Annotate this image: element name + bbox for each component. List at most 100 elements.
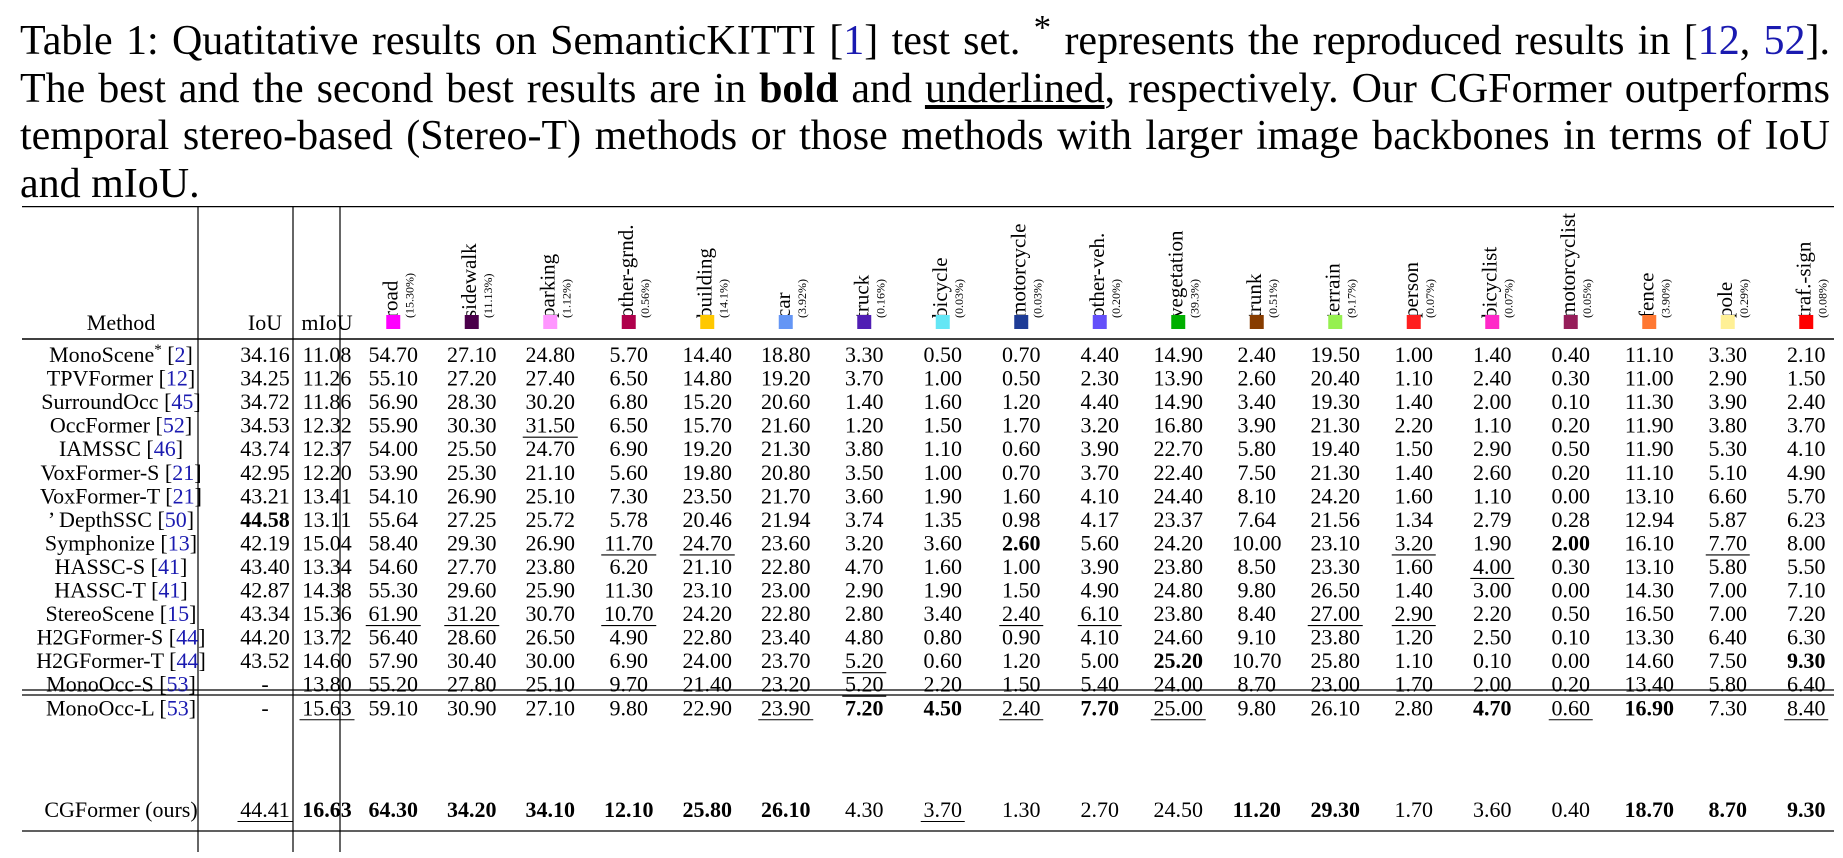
class-frequency: (0.03%) [1030,279,1044,318]
class-iou-value: 2.90 [1395,601,1434,626]
citation-link[interactable]: 44 [176,625,198,650]
class-iou-value: 19.30 [1311,389,1361,414]
class-iou-value: 21.94 [761,507,811,532]
class-iou-value: 11.30 [1625,389,1674,414]
class-iou-value: 0.70 [1002,342,1041,367]
class-iou-value: 21.60 [761,413,811,438]
citation-link[interactable]: 15 [167,601,189,626]
method-name: MonoOcc-L [53] [46,695,196,720]
class-iou-value: 23.50 [683,483,733,508]
class-iou-value: 14.30 [1625,578,1675,603]
method-label: H2GFormer-T [36,648,164,673]
class-color-swatch [621,315,636,329]
class-frequency: (0.08%) [1815,279,1829,318]
class-iou-value: 1.90 [924,483,963,508]
class-iou-value: 27.10 [526,695,576,720]
class-header-terrain: terrain [1320,263,1344,318]
citation-link[interactable]: 21 [173,483,195,508]
class-iou-value: 7.50 [1709,648,1748,673]
caption-text: , respectively. Our CGFormer outperforms… [20,65,1830,207]
class-iou-value: 9.10 [1238,625,1277,650]
class-iou-value: 25.50 [447,436,497,461]
citation-link[interactable]: 50 [165,507,187,532]
class-iou-value: 22.80 [683,625,733,650]
citation-link[interactable]: 45 [171,389,193,414]
class-iou-value: 29.60 [447,578,497,603]
class-iou-value: 14.90 [1154,342,1204,367]
citation-link[interactable]: 41 [158,554,180,579]
table-caption: Table 1: Quatitative results on Semantic… [20,4,1830,208]
citation-link[interactable]: 21 [172,460,194,485]
class-color-swatch [1328,315,1343,329]
class-iou-value: 1.00 [924,460,963,485]
caption-ref-link[interactable]: 52 [1763,18,1806,64]
class-iou-value: 11.10 [1625,460,1674,485]
class-iou-value: 2.50 [1473,625,1512,650]
citation-link[interactable]: 46 [154,436,176,461]
class-iou-value: 5.87 [1709,507,1748,532]
class-iou-value: 61.90 [369,601,419,626]
class-iou-value: 25.80 [1311,648,1361,673]
iou-value: 42.95 [240,460,290,485]
class-iou-value: 0.10 [1473,648,1512,673]
class-iou-value: 1.20 [1002,648,1041,673]
class-iou-value: 1.30 [1002,797,1041,822]
class-iou-value: 24.00 [1154,672,1204,697]
class-iou-value: 1.50 [1002,672,1041,697]
caption-ref-link[interactable]: 12 [1697,18,1740,64]
class-frequency: (0.51%) [1266,279,1280,318]
class-iou-value: 56.40 [369,625,419,650]
class-color-swatch [464,315,479,329]
class-iou-value: 54.10 [369,483,419,508]
citation-link[interactable]: 12 [166,366,188,391]
class-iou-value: 5.10 [1709,460,1748,485]
class-iou-value: 0.80 [924,625,963,650]
citation-link[interactable]: 2 [175,342,186,367]
class-color-swatch [1249,315,1264,329]
class-iou-value: 1.40 [1395,460,1434,485]
class-iou-value: 0.30 [1552,366,1591,391]
citation-link[interactable]: 52 [163,413,185,438]
class-iou-value: 1.40 [845,389,884,414]
caption-ref-link[interactable]: 1 [843,18,865,64]
results-table: Method IoU mIoU road (15.30%) sidewalk (11.13%… [22,206,1834,852]
class-iou-value: 14.90 [1154,389,1204,414]
class-header-road: road [378,280,402,318]
results-table-svg: Method IoU mIoU road (15.30%) sidewalk (11.13%… [22,206,1834,852]
class-iou-value: 1.00 [1002,554,1041,579]
citation-link[interactable]: 53 [167,672,189,697]
citation-link[interactable]: 53 [167,695,189,720]
class-iou-value: 0.60 [1002,436,1041,461]
caption-bold-word: bold [759,65,839,112]
iou-value: - [261,695,268,720]
citation-link[interactable]: 13 [168,530,190,555]
method-label: ’ DepthSSC [48,507,152,532]
class-color-swatch [1406,315,1421,329]
class-iou-value: 10.00 [1232,530,1282,555]
class-iou-value: 21.56 [1311,507,1361,532]
class-iou-value: 1.34 [1395,507,1434,532]
caption-text: and [838,65,925,112]
iou-value: 44.41 [240,797,290,822]
class-iou-value: 3.70 [1787,413,1826,438]
miou-value: 13.72 [302,625,352,650]
class-iou-value: 1.90 [924,578,963,603]
citation-link[interactable]: 44 [176,648,198,673]
header-method: Method [87,310,155,335]
class-iou-value: 25.90 [526,578,576,603]
miou-value: 11.08 [303,342,352,367]
class-iou-value: 5.80 [1709,672,1748,697]
citation-link[interactable]: 41 [158,578,180,603]
caption-text: Table 1: Quatitative results on Semantic… [20,18,844,64]
class-iou-value: 2.40 [1002,695,1041,720]
class-header-motorcyclist: motorcyclist [1556,213,1580,318]
class-iou-value: 3.30 [1709,342,1748,367]
class-iou-value: 54.60 [369,554,419,579]
class-iou-value: 3.30 [845,342,884,367]
method-label: HASSC-T [54,578,146,603]
class-iou-value: 2.40 [1787,389,1826,414]
class-iou-value: 11.10 [1625,342,1674,367]
class-iou-value: 1.70 [1395,672,1434,697]
miou-value: 12.32 [302,413,352,438]
class-iou-value: 20.46 [683,507,733,532]
